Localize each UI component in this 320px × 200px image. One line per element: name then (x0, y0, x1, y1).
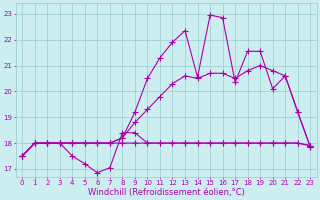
X-axis label: Windchill (Refroidissement éolien,°C): Windchill (Refroidissement éolien,°C) (88, 188, 245, 197)
